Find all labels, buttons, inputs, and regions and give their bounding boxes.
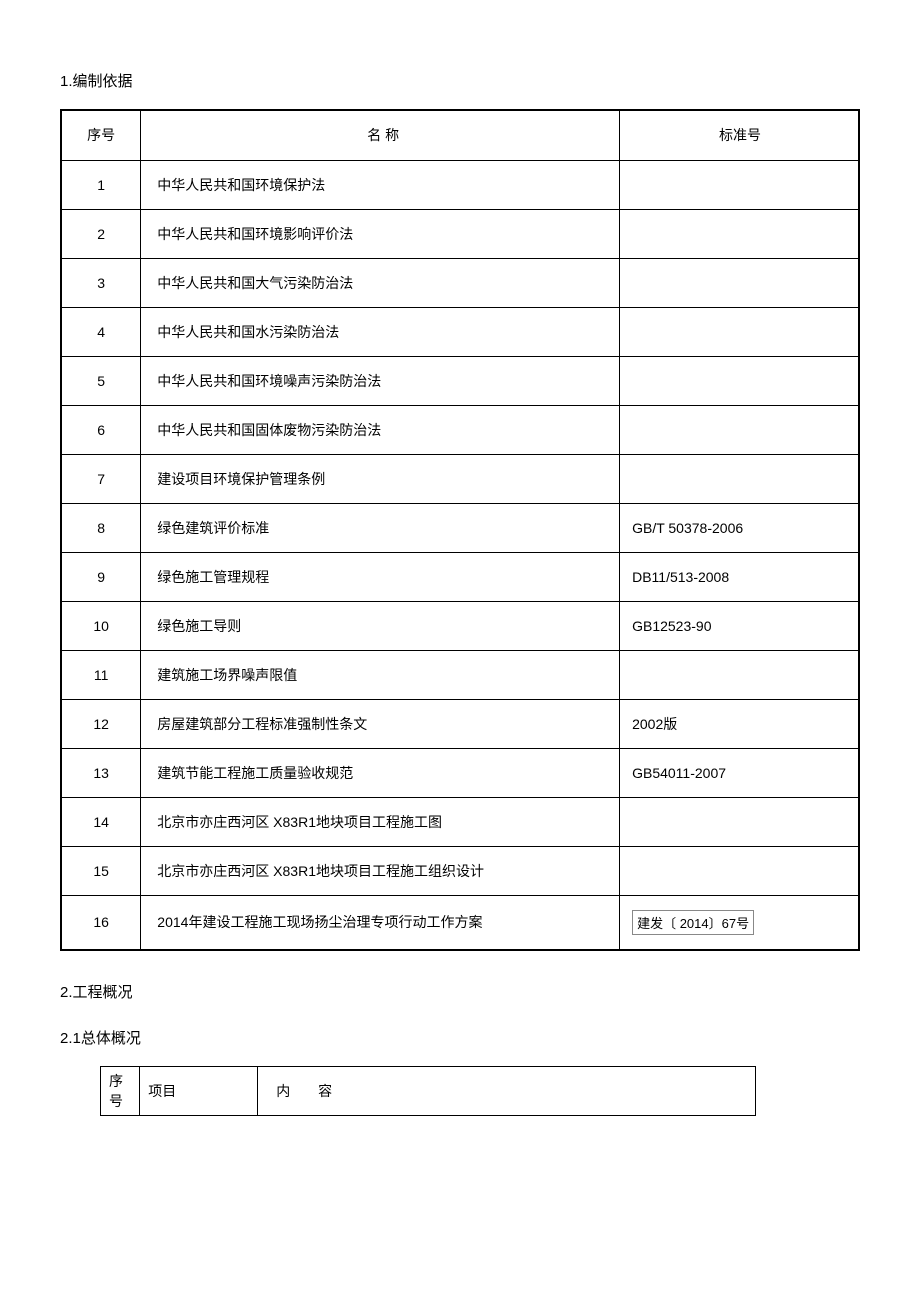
cell-name: 绿色施工管理规程	[141, 552, 620, 601]
cell-std: GB12523-90	[620, 601, 859, 650]
cell-std	[620, 797, 859, 846]
cell-seq: 7	[61, 454, 141, 503]
cell-seq: 14	[61, 797, 141, 846]
cell-name: 中华人民共和国大气污染防治法	[141, 258, 620, 307]
cell-seq: 6	[61, 405, 141, 454]
header-seq: 序号	[101, 1066, 140, 1115]
cell-std	[620, 454, 859, 503]
table-row: 1中华人民共和国环境保护法	[61, 160, 859, 209]
table-row: 13建筑节能工程施工质量验收规范GB54011-2007	[61, 748, 859, 797]
table-row: 6中华人民共和国固体废物污染防治法	[61, 405, 859, 454]
table-header-row: 序号 名 称 标准号	[61, 110, 859, 160]
cell-name: 中华人民共和国环境保护法	[141, 160, 620, 209]
basis-table: 序号 名 称 标准号 1中华人民共和国环境保护法2中华人民共和国环境影响评价法3…	[60, 109, 860, 951]
cell-std	[620, 650, 859, 699]
table-row: 2中华人民共和国环境影响评价法	[61, 209, 859, 258]
table-row: 15北京市亦庄西河区 X83R1地块项目工程施工组织设计	[61, 846, 859, 895]
cell-name: 2014年建设工程施工现场扬尘治理专项行动工作方案	[141, 895, 620, 950]
cell-name: 北京市亦庄西河区 X83R1地块项目工程施工组织设计	[141, 846, 620, 895]
cell-name: 中华人民共和国固体废物污染防治法	[141, 405, 620, 454]
cell-name: 绿色施工导则	[141, 601, 620, 650]
overview-table: 序号 项目 内容	[100, 1066, 756, 1116]
section-2-title: 2.工程概况	[60, 981, 860, 1002]
cell-std: 建发〔 2014〕67号	[620, 895, 859, 950]
table-row: 9绿色施工管理规程DB11/513-2008	[61, 552, 859, 601]
cell-seq: 3	[61, 258, 141, 307]
cell-std	[620, 258, 859, 307]
table-row: 162014年建设工程施工现场扬尘治理专项行动工作方案建发〔 2014〕67号	[61, 895, 859, 950]
table-row: 7建设项目环境保护管理条例	[61, 454, 859, 503]
table-row: 8绿色建筑评价标准GB/T 50378-2006	[61, 503, 859, 552]
cell-std	[620, 209, 859, 258]
table-row: 3中华人民共和国大气污染防治法	[61, 258, 859, 307]
header-content: 内容	[258, 1066, 756, 1115]
cell-std	[620, 356, 859, 405]
cell-seq: 10	[61, 601, 141, 650]
cell-std	[620, 846, 859, 895]
table-row: 5中华人民共和国环境噪声污染防治法	[61, 356, 859, 405]
cell-seq: 1	[61, 160, 141, 209]
cell-std: GB/T 50378-2006	[620, 503, 859, 552]
table-header-row: 序号 项目 内容	[101, 1066, 756, 1115]
cell-name: 建筑节能工程施工质量验收规范	[141, 748, 620, 797]
cell-std	[620, 405, 859, 454]
cell-std	[620, 307, 859, 356]
table-row: 4中华人民共和国水污染防治法	[61, 307, 859, 356]
section-21-title: 2.1总体概况	[60, 1027, 860, 1048]
table-row: 14北京市亦庄西河区 X83R1地块项目工程施工图	[61, 797, 859, 846]
cell-std: GB54011-2007	[620, 748, 859, 797]
cell-std: DB11/513-2008	[620, 552, 859, 601]
section-1-title: 1.编制依据	[60, 70, 860, 91]
cell-seq: 4	[61, 307, 141, 356]
cell-std: 2002版	[620, 699, 859, 748]
header-seq: 序号	[61, 110, 141, 160]
header-name: 名 称	[141, 110, 620, 160]
cell-seq: 11	[61, 650, 141, 699]
cell-name: 中华人民共和国水污染防治法	[141, 307, 620, 356]
cell-name: 中华人民共和国环境噪声污染防治法	[141, 356, 620, 405]
cell-seq: 5	[61, 356, 141, 405]
cell-seq: 2	[61, 209, 141, 258]
cell-name: 中华人民共和国环境影响评价法	[141, 209, 620, 258]
cell-seq: 13	[61, 748, 141, 797]
cell-seq: 15	[61, 846, 141, 895]
cell-std	[620, 160, 859, 209]
table-row: 12房屋建筑部分工程标准强制性条文2002版	[61, 699, 859, 748]
cell-seq: 8	[61, 503, 141, 552]
cell-name: 建设项目环境保护管理条例	[141, 454, 620, 503]
cell-seq: 12	[61, 699, 141, 748]
table-row: 10绿色施工导则GB12523-90	[61, 601, 859, 650]
cell-seq: 9	[61, 552, 141, 601]
cell-seq: 16	[61, 895, 141, 950]
header-std: 标准号	[620, 110, 859, 160]
cell-name: 建筑施工场界噪声限值	[141, 650, 620, 699]
cell-name: 房屋建筑部分工程标准强制性条文	[141, 699, 620, 748]
cell-name: 北京市亦庄西河区 X83R1地块项目工程施工图	[141, 797, 620, 846]
header-item: 项目	[140, 1066, 258, 1115]
cell-name: 绿色建筑评价标准	[141, 503, 620, 552]
table-row: 11建筑施工场界噪声限值	[61, 650, 859, 699]
